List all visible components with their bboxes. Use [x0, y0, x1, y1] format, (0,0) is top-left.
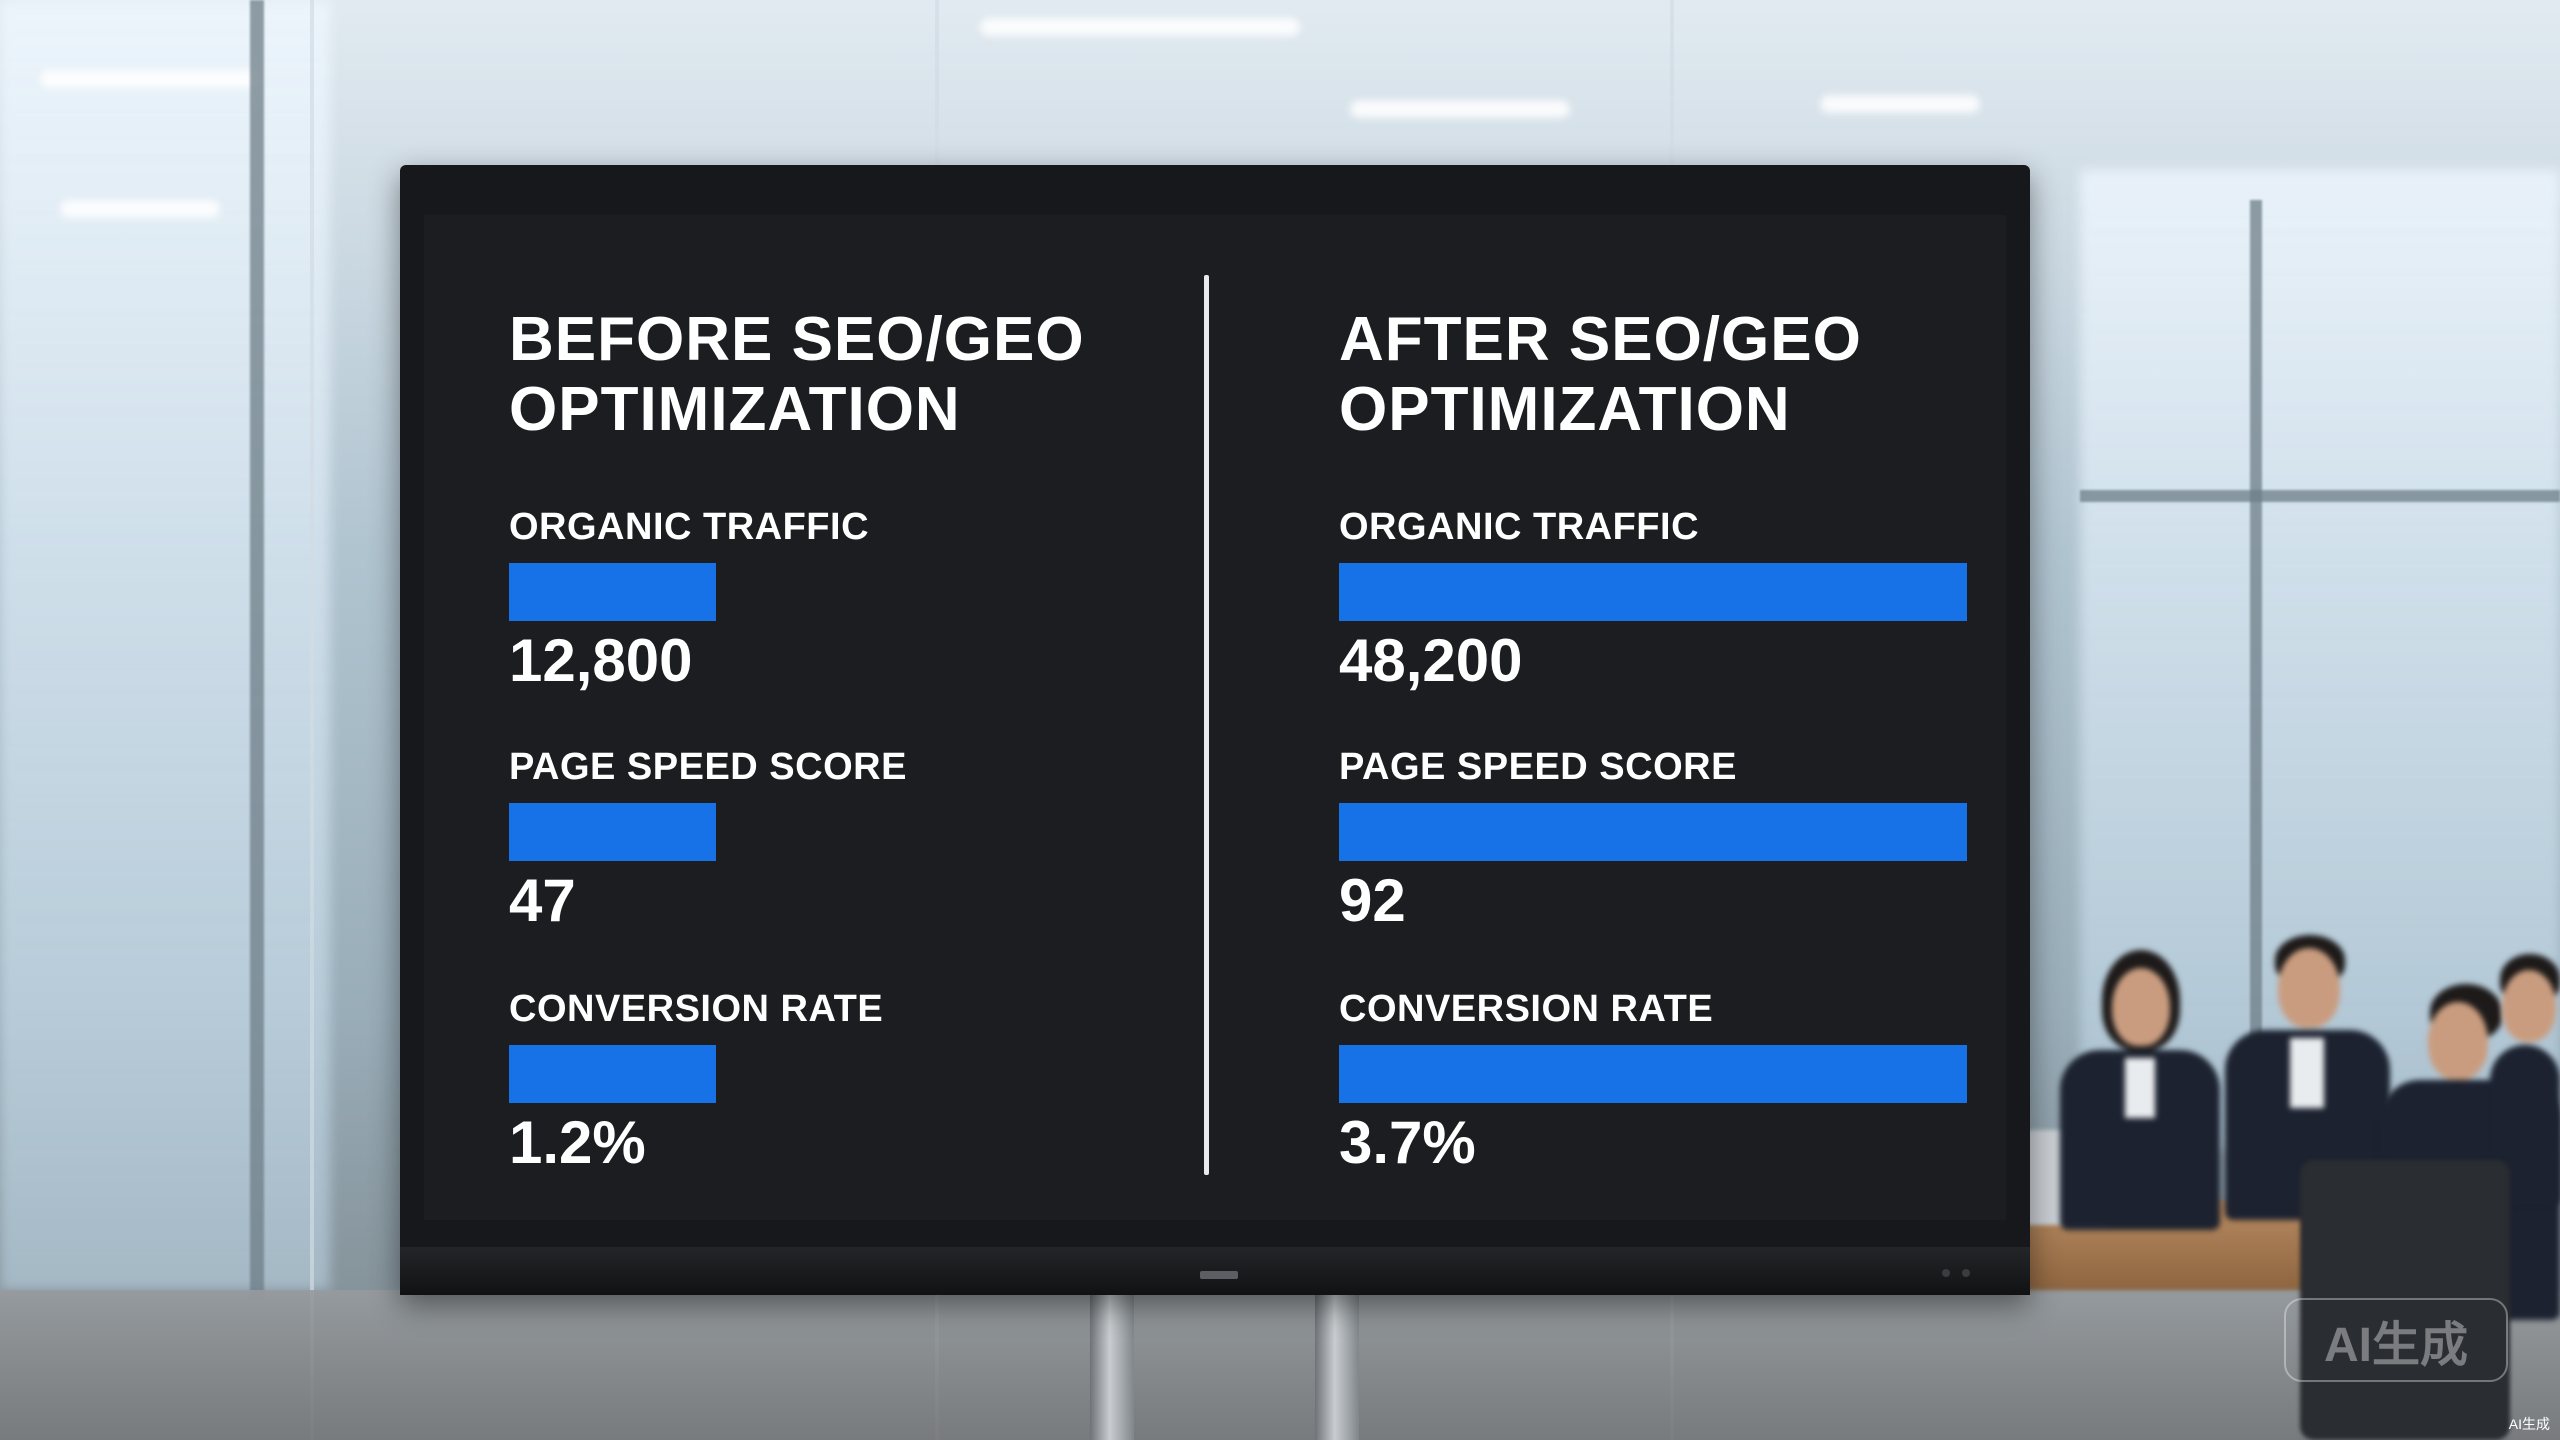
office-chair [2300, 1160, 2510, 1440]
comparison-screen: BEFORE SEO/GEO OPTIMIZATION ORGANIC TRAF… [424, 215, 2006, 1220]
metric-label: ORGANIC TRAFFIC [509, 506, 870, 548]
bar-fill [1339, 1045, 1967, 1103]
metric-value: 3.7% [1339, 1109, 1476, 1176]
after-metric-conversion-rate: CONVERSION RATE 3.7% [1339, 987, 1967, 1177]
column-divider [1204, 275, 1209, 1175]
before-metric-page-speed: PAGE SPEED SCORE 47 [509, 745, 1137, 935]
after-column: AFTER SEO/GEO OPTIMIZATION ORGANIC TRAFF… [1339, 305, 1979, 1176]
after-metric-organic-traffic: ORGANIC TRAFFIC 48,200 [1339, 505, 1967, 695]
before-metric-conversion-rate: CONVERSION RATE 1.2% [509, 987, 1137, 1177]
metric-value: 12,800 [509, 627, 693, 694]
metric-value: 48,200 [1339, 627, 1523, 694]
bar-fill [509, 563, 717, 621]
bar-track [1339, 1045, 1967, 1103]
bar-fill [1339, 803, 1967, 861]
metric-value: 47 [509, 867, 576, 934]
ai-generated-watermark: AI生成 [2284, 1298, 2508, 1382]
ceiling-light [1350, 100, 1570, 118]
person [2490, 950, 2560, 1210]
glass-wall-edge [310, 0, 314, 1440]
bar-track [1339, 803, 1967, 861]
bar-track [509, 803, 1137, 861]
tv-stand-pole [1090, 1270, 1134, 1440]
tv-bezel-bottom [400, 1247, 2030, 1295]
metric-label: ORGANIC TRAFFIC [1339, 506, 1700, 548]
display-monitor: BEFORE SEO/GEO OPTIMIZATION ORGANIC TRAF… [400, 165, 2030, 1295]
bar-fill [509, 1045, 717, 1103]
before-title: BEFORE SEO/GEO OPTIMIZATION [509, 305, 1085, 444]
ceiling-light [1820, 95, 1980, 113]
before-column: BEFORE SEO/GEO OPTIMIZATION ORGANIC TRAF… [509, 305, 1149, 1176]
tv-stand-pole [1315, 1270, 1359, 1440]
metric-label: PAGE SPEED SCORE [509, 746, 907, 788]
after-title: AFTER SEO/GEO OPTIMIZATION [1339, 305, 1862, 444]
metric-value: 1.2% [509, 1109, 646, 1176]
tv-indicator-light [1962, 1269, 1970, 1277]
bar-track [509, 563, 1137, 621]
metric-value: 92 [1339, 867, 1406, 934]
bar-fill [1339, 563, 1967, 621]
window-mullion [250, 0, 264, 1300]
window-mullion [2250, 200, 2262, 1200]
window-left [0, 0, 330, 1290]
floor [0, 1290, 2560, 1440]
ai-generated-label: AI生成 [2508, 1416, 2550, 1432]
bar-track [1339, 563, 1967, 621]
tv-indicator-light [1942, 1269, 1950, 1277]
metric-label: CONVERSION RATE [1339, 988, 1714, 1030]
person [2040, 940, 2240, 1240]
ceiling-light [980, 18, 1300, 36]
before-metric-organic-traffic: ORGANIC TRAFFIC 12,800 [509, 505, 1137, 695]
bar-fill [509, 803, 717, 861]
ceiling-light [60, 200, 220, 218]
metric-label: PAGE SPEED SCORE [1339, 746, 1737, 788]
ceiling-light [40, 70, 260, 88]
tv-brand-logo [1200, 1271, 1238, 1279]
window-mullion [2080, 490, 2560, 502]
after-metric-page-speed: PAGE SPEED SCORE 92 [1339, 745, 1967, 935]
bar-track [509, 1045, 1137, 1103]
metric-label: CONVERSION RATE [509, 988, 884, 1030]
